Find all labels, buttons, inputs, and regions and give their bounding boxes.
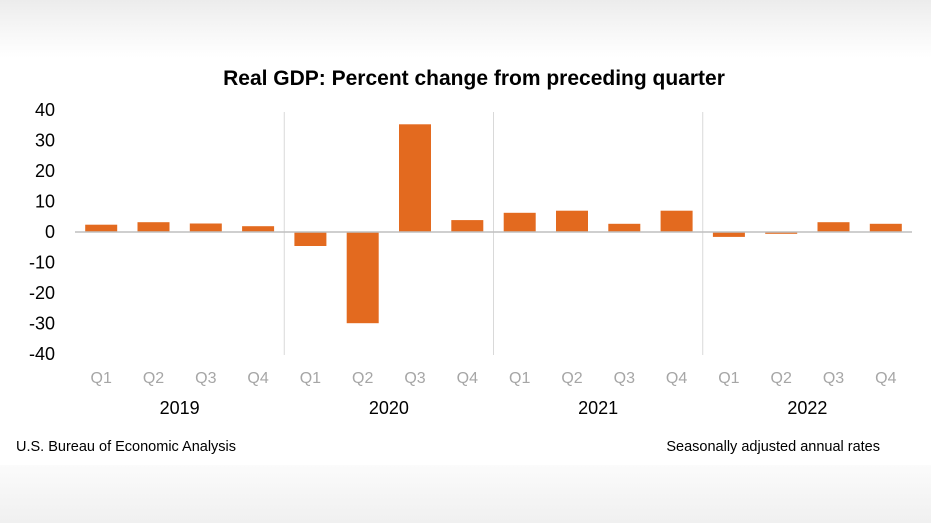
bar [399, 124, 431, 232]
bar [242, 226, 275, 232]
bar [503, 212, 536, 232]
y-tick-label: 20 [35, 161, 55, 181]
quarter-label: Q2 [771, 370, 792, 387]
quarter-label: Q2 [143, 370, 164, 387]
source-note: U.S. Bureau of Economic Analysis [16, 439, 236, 455]
bar [660, 210, 693, 232]
quarter-label: Q4 [875, 370, 896, 387]
quarter-label: Q1 [91, 370, 112, 387]
year-separators [283, 112, 704, 355]
y-tick-label: -10 [29, 253, 55, 273]
quarter-label: Q3 [614, 370, 635, 387]
quarter-label: Q1 [300, 370, 321, 387]
bar [346, 232, 379, 324]
chart-title: Real GDP: Percent change from preceding … [223, 67, 725, 90]
y-tick-label: -30 [29, 314, 55, 334]
bottom-fade-band [0, 465, 931, 523]
y-tick-label: 40 [35, 100, 55, 120]
quarter-label: Q1 [509, 370, 530, 387]
y-tick-label: 0 [45, 222, 55, 242]
bar [556, 210, 588, 232]
quarter-label: Q1 [718, 370, 739, 387]
year-label: 2021 [578, 398, 618, 418]
year-label: 2022 [787, 398, 827, 418]
bars [85, 124, 902, 324]
bar [712, 232, 745, 237]
quarter-label: Q2 [561, 370, 582, 387]
y-tick-label: 10 [35, 192, 55, 212]
y-axis-ticks: 40 30 20 10 0 -10 -20 -30 -40 [29, 100, 55, 364]
quarter-label: Q3 [404, 370, 425, 387]
quarter-label: Q4 [457, 370, 478, 387]
bar [869, 223, 902, 232]
year-label: 2020 [369, 398, 409, 418]
bar [451, 220, 484, 232]
bar [817, 222, 850, 232]
y-tick-label: 30 [35, 131, 55, 151]
quarter-label: Q4 [247, 370, 268, 387]
top-fade-band [0, 0, 931, 58]
bar [137, 222, 170, 232]
quarter-label: Q2 [352, 370, 373, 387]
quarter-label: Q3 [195, 370, 216, 387]
bar [85, 224, 118, 232]
seasonal-note: Seasonally adjusted annual rates [666, 439, 880, 455]
year-labels: 2019 2020 2021 2022 [160, 398, 828, 418]
y-tick-label: -40 [29, 344, 55, 364]
quarter-label: Q3 [823, 370, 844, 387]
quarter-labels: Q1 Q2 Q3 Q4 Q1 Q2 Q3 Q4 Q1 Q2 Q3 Q4 Q1 Q2 Q3 Q4 [91, 370, 897, 387]
bar [608, 223, 641, 232]
bar [765, 232, 798, 234]
y-tick-label: -20 [29, 283, 55, 303]
bar [294, 232, 327, 246]
bar [189, 223, 222, 232]
year-label: 2019 [160, 398, 200, 418]
quarter-label: Q4 [666, 370, 687, 387]
